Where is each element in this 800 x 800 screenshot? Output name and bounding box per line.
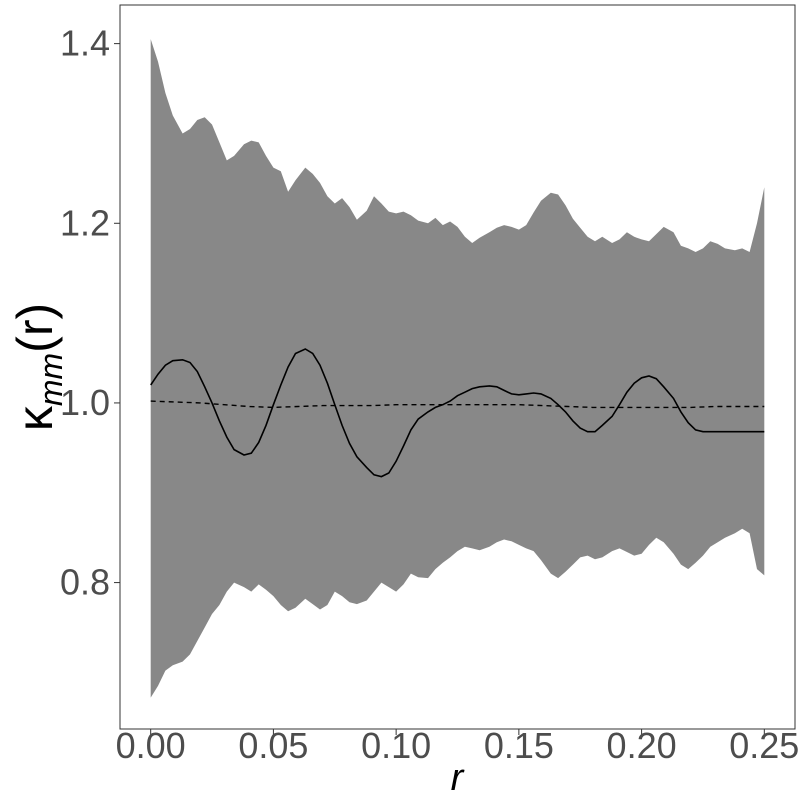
y-tick-label: 1.4 xyxy=(60,23,110,64)
x-tick-label: 0.10 xyxy=(361,725,431,766)
y-tick-label: 1.0 xyxy=(60,382,110,423)
envelope-band xyxy=(150,39,765,698)
x-axis-title: r xyxy=(451,757,465,799)
observed-line xyxy=(150,348,765,478)
y-axis-title-suffix: (r) xyxy=(7,303,63,353)
y-axis-title: κmm(r) xyxy=(7,303,69,431)
y-tick-label: 1.2 xyxy=(60,202,110,243)
x-tick-label: 0.20 xyxy=(607,725,677,766)
x-tick-label: 0.00 xyxy=(116,725,186,766)
x-axis: 0.00 0.05 0.10 0.15 0.20 0.25 xyxy=(116,725,800,766)
x-tick-label: 0.15 xyxy=(484,725,554,766)
x-tick-label: 0.05 xyxy=(238,725,308,766)
x-tick-label: 0.25 xyxy=(729,725,799,766)
theoretical-dashed-line xyxy=(150,400,765,409)
y-axis: 0.8 1.0 1.2 1.4 xyxy=(60,23,120,603)
y-axis-title-base: κ xyxy=(7,405,63,431)
y-tick-label: 0.8 xyxy=(60,562,110,603)
y-axis-title-subscript: mm xyxy=(33,353,69,406)
